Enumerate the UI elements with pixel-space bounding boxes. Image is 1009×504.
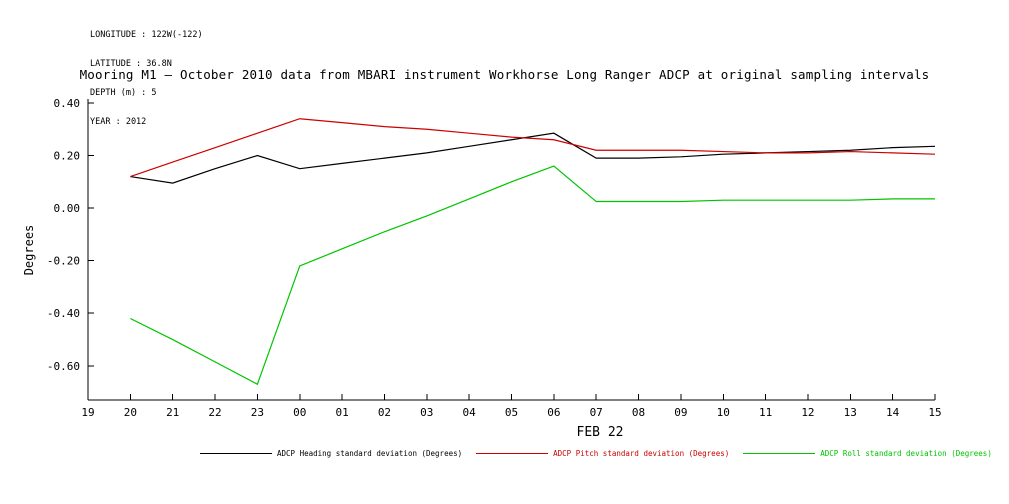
svg-text:22: 22: [208, 406, 221, 419]
heading-line-swatch-icon: [200, 453, 272, 454]
svg-text:-0.40: -0.40: [47, 307, 80, 320]
svg-text:-0.20: -0.20: [47, 255, 80, 268]
legend-entry-heading: ADCP Heading standard deviation (Degrees…: [200, 449, 462, 458]
metadata-depth: DEPTH (m) : 5: [90, 87, 157, 98]
metadata-longitude: LONGITUDE : 122W(-122): [90, 30, 203, 41]
svg-text:02: 02: [378, 406, 391, 419]
legend-label-heading: ADCP Heading standard deviation (Degrees…: [277, 449, 463, 458]
svg-text:0.00: 0.00: [54, 202, 81, 215]
svg-text:09: 09: [674, 406, 687, 419]
svg-text:00: 00: [293, 406, 306, 419]
svg-text:10: 10: [717, 406, 730, 419]
svg-text:07: 07: [590, 406, 603, 419]
svg-text:-0.60: -0.60: [47, 360, 80, 373]
svg-text:06: 06: [547, 406, 560, 419]
metadata-latitude: LATITUDE : 36.8N: [90, 58, 172, 69]
svg-text:08: 08: [632, 406, 645, 419]
svg-text:23: 23: [251, 406, 264, 419]
svg-text:05: 05: [505, 406, 518, 419]
metadata-block: LONGITUDE : 122W(-122) LATITUDE : 36.8N …: [90, 12, 203, 146]
y-axis-label: Degrees: [22, 224, 36, 276]
svg-text:13: 13: [844, 406, 857, 419]
svg-text:19: 19: [81, 406, 94, 419]
svg-text:0.40: 0.40: [54, 97, 81, 110]
svg-text:0.20: 0.20: [54, 150, 81, 163]
svg-text:21: 21: [166, 406, 179, 419]
legend-label-pitch: ADCP Pitch standard deviation (Degrees): [553, 449, 730, 458]
svg-text:20: 20: [124, 406, 137, 419]
legend-label-roll: ADCP Roll standard deviation (Degrees): [820, 449, 992, 458]
svg-text:03: 03: [420, 406, 433, 419]
plot-title: Mooring M1 — October 2010 data from MBAR…: [79, 67, 930, 82]
legend-entry-roll: ADCP Roll standard deviation (Degrees): [743, 449, 992, 458]
x-axis-label: FEB 22: [576, 425, 624, 440]
metadata-year: YEAR : 2012: [90, 116, 147, 127]
svg-text:11: 11: [759, 406, 772, 419]
chart-legend: ADCP Heading standard deviation (Degrees…: [200, 449, 992, 458]
svg-text:04: 04: [463, 406, 477, 419]
svg-text:14: 14: [886, 406, 900, 419]
pitch-line-swatch-icon: [476, 453, 549, 454]
roll-line-swatch-icon: [743, 453, 816, 454]
svg-text:12: 12: [801, 406, 814, 419]
svg-text:01: 01: [335, 406, 348, 419]
legend-entry-pitch: ADCP Pitch standard deviation (Degrees): [476, 449, 729, 458]
svg-text:15: 15: [928, 406, 941, 419]
